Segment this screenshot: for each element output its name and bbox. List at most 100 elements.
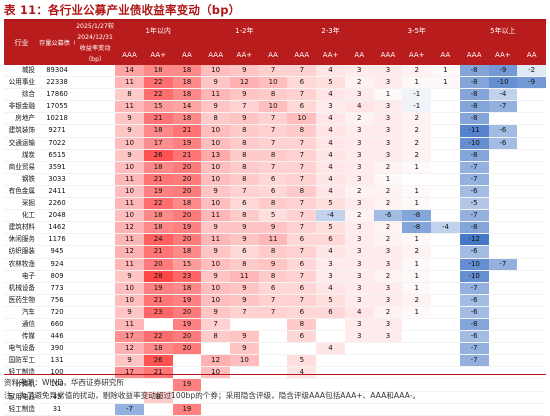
table-row: 医药生物 756 10 21 19 10 9 7 7 5 3 3 2 -6 [4,294,546,307]
value-cell [258,378,288,392]
value-cell: -2 [517,65,546,77]
value-cell: -8 [459,76,489,89]
value-cell: 15 [143,100,173,113]
value-cell [488,197,518,210]
table-row: 轻工制造 100 17 21 10 4 [4,366,546,379]
value-cell [488,149,518,162]
value-cell: 1 [402,233,432,246]
header-rating: AA [344,45,374,65]
value-cell: 2 [344,76,374,89]
value-cell: 22 [143,197,173,210]
value-cell: 7 [229,100,259,113]
table-row: 汽车 720 9 23 20 9 7 7 6 6 4 2 1 -6 [4,306,546,319]
balance-cell: 809 [50,271,64,280]
value-cell: 8 [287,124,317,138]
value-cell: 14 [115,65,144,77]
value-cell: 10 [201,124,230,138]
header-rating: AAA [287,45,317,65]
value-cell: 23 [143,306,173,319]
table-title: 表 11：各行业公募产业债收益率变动（bp） [4,3,241,17]
value-cell: 8 [258,245,288,258]
value-cell [201,403,230,416]
industry-cell: 化工 [21,211,36,220]
value-cell [344,354,374,367]
value-cell: 12 [115,221,144,234]
header-rating: AA+ [143,45,173,65]
value-cell [517,378,546,392]
source-note: 资料来源：WIND，华西证券研究所 [4,378,124,387]
header-tenor-1y: 1年以内 [115,21,202,43]
spacer-cell [75,210,115,222]
value-cell [488,342,518,355]
value-cell [258,354,288,367]
table-row: 国防军工 131 9 26 12 10 5 -7 [4,354,546,367]
value-cell [172,354,202,367]
value-cell: 3 [316,100,345,113]
value-cell: 10 [201,65,230,77]
value-cell [431,294,460,307]
value-cell [431,209,460,222]
value-cell: 18 [172,197,202,210]
value-cell: -8 [459,318,489,331]
industry-cell: 轻工制造 [8,404,36,413]
spacer-cell [75,246,115,258]
value-cell [517,354,546,367]
yield-change-table: 行业 存量公募债（亿元） 2025/1/27较2024/12/31收益率变动（b… [4,21,546,416]
header-rating: AA [258,45,288,65]
value-cell [517,391,546,404]
value-cell: 2 [344,112,374,125]
spacer-cell [75,331,115,343]
industry-cell: 钢铁 [21,174,36,183]
balance-cell: 22338 [46,78,68,87]
header-rating: AA+ [402,45,432,65]
value-cell: 3 [316,270,345,283]
value-cell: 3 [344,330,374,343]
table-row: 房地产 10218 9 21 18 8 9 7 10 4 2 3 2 -8 [4,112,546,125]
value-cell: 3 [373,100,403,113]
value-cell: -1 [402,88,432,101]
value-cell: 4 [316,173,345,186]
value-cell: 9 [115,306,144,319]
value-cell [459,391,489,404]
value-cell [517,258,546,271]
value-cell: 6 [287,76,317,89]
value-cell: 5 [287,354,317,367]
value-cell: 11 [115,318,144,331]
value-cell: 3 [344,173,374,186]
value-cell [517,185,546,198]
value-cell: 8 [115,88,144,101]
value-cell: 6 [316,233,345,246]
value-cell: 6 [287,330,317,343]
spacer-cell [75,198,115,210]
balance-cell: 7022 [48,138,66,147]
value-cell: 4 [316,245,345,258]
value-cell [229,403,259,416]
industry-cell: 建筑装饰 [8,126,36,135]
value-cell: 6 [258,173,288,186]
industry-cell: 轻工制造 [8,368,36,377]
value-cell: 6 [287,100,317,113]
balance-cell: 924 [50,259,64,268]
value-cell: 9 [115,124,144,138]
value-cell: 4 [316,124,345,138]
value-cell [488,173,518,186]
value-cell: 6 [258,282,288,295]
value-cell: 1 [402,306,432,319]
value-cell: 19 [172,137,202,150]
value-cell [459,403,489,416]
value-cell: 8 [287,318,317,331]
value-cell: 9 [201,245,230,258]
value-cell: 3 [316,258,345,271]
value-cell [431,173,460,186]
spacer-cell [75,282,115,294]
value-cell: -9 [488,65,518,77]
value-cell: 9 [229,330,259,343]
header-rating: AAA [459,45,489,65]
value-cell: 7 [287,197,317,210]
table-row: 家用电器 45 8 [4,391,546,404]
table-row: 计算机 100 19 [4,378,546,392]
table-row: 采掘 2260 11 22 18 10 6 8 7 5 3 2 1 -5 [4,197,546,210]
value-cell [488,391,518,404]
value-cell: 19 [172,318,202,331]
value-cell: 11 [115,76,144,89]
